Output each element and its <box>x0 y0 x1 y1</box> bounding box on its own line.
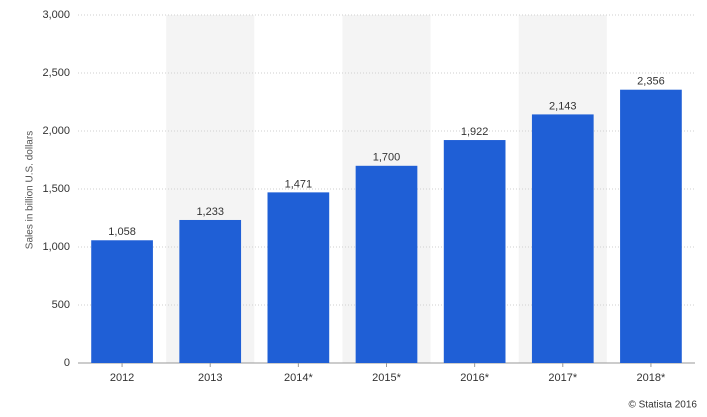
y-axis-label: Sales in billion U.S. dollars <box>25 131 36 249</box>
value-label: 1,471 <box>285 178 313 190</box>
bar <box>355 165 418 363</box>
bar <box>91 240 153 363</box>
x-tick-label: 2018* <box>637 372 666 384</box>
bar <box>531 114 594 363</box>
x-tick-label: 2016* <box>460 372 489 384</box>
y-tick-label: 2,000 <box>42 125 70 137</box>
y-tick-label: 2,500 <box>42 67 70 79</box>
bar <box>267 192 330 363</box>
value-label: 1,700 <box>373 152 401 164</box>
value-label: 2,143 <box>549 100 577 112</box>
y-tick-label: 500 <box>52 299 70 311</box>
y-tick-label: 3,000 <box>42 9 70 21</box>
y-tick-label: 1,000 <box>42 241 70 253</box>
bar <box>443 140 506 363</box>
y-tick-label: 1,500 <box>42 183 70 195</box>
credit: © Statista 2016 <box>628 400 697 411</box>
value-label: 1,058 <box>108 226 136 238</box>
value-label: 1,922 <box>461 126 489 138</box>
x-tick-label: 2017* <box>548 372 577 384</box>
x-tick-label: 2015* <box>372 372 401 384</box>
y-tick-label: 0 <box>64 357 70 369</box>
bar <box>620 89 682 363</box>
x-tick-label: 2013 <box>198 372 222 384</box>
bar <box>179 219 242 363</box>
value-label: 1,233 <box>196 206 224 218</box>
value-label: 2,356 <box>637 76 665 88</box>
x-tick-label: 2014* <box>284 372 313 384</box>
x-tick-label: 2012 <box>110 372 134 384</box>
